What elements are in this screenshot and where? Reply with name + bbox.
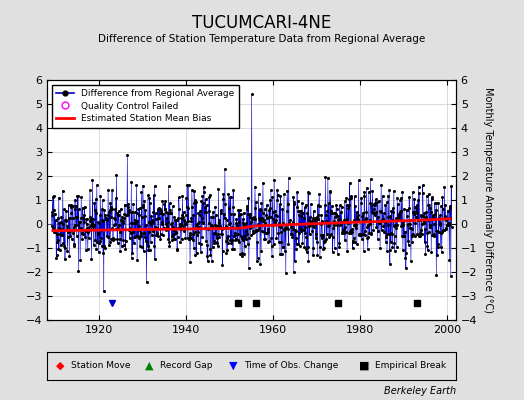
Text: Empirical Break: Empirical Break bbox=[375, 362, 446, 370]
Y-axis label: Monthly Temperature Anomaly Difference (°C): Monthly Temperature Anomaly Difference (… bbox=[483, 87, 493, 313]
Text: TUCUMCARI-4NE: TUCUMCARI-4NE bbox=[192, 14, 332, 32]
Text: Record Gap: Record Gap bbox=[160, 362, 212, 370]
Text: ▼: ▼ bbox=[229, 361, 237, 371]
Text: ◆: ◆ bbox=[56, 361, 64, 371]
Text: Berkeley Earth: Berkeley Earth bbox=[384, 386, 456, 396]
Text: ▲: ▲ bbox=[145, 361, 154, 371]
Text: Time of Obs. Change: Time of Obs. Change bbox=[244, 362, 338, 370]
Text: Station Move: Station Move bbox=[71, 362, 130, 370]
Text: Difference of Station Temperature Data from Regional Average: Difference of Station Temperature Data f… bbox=[99, 34, 425, 44]
Text: ■: ■ bbox=[359, 361, 369, 371]
Legend: Difference from Regional Average, Quality Control Failed, Estimated Station Mean: Difference from Regional Average, Qualit… bbox=[52, 84, 239, 128]
